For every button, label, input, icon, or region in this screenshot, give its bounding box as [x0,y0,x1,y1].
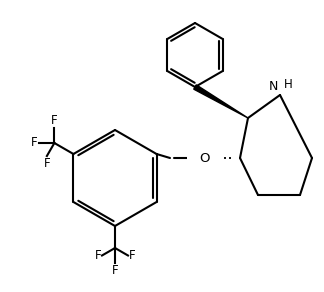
Text: O: O [200,152,210,164]
Text: N: N [269,80,278,93]
Text: F: F [43,157,50,170]
Text: F: F [94,249,101,262]
Text: H: H [284,78,293,91]
Text: F: F [129,249,136,262]
Text: F: F [51,114,58,127]
Text: F: F [31,136,37,150]
Text: F: F [112,264,118,277]
Polygon shape [194,85,248,118]
